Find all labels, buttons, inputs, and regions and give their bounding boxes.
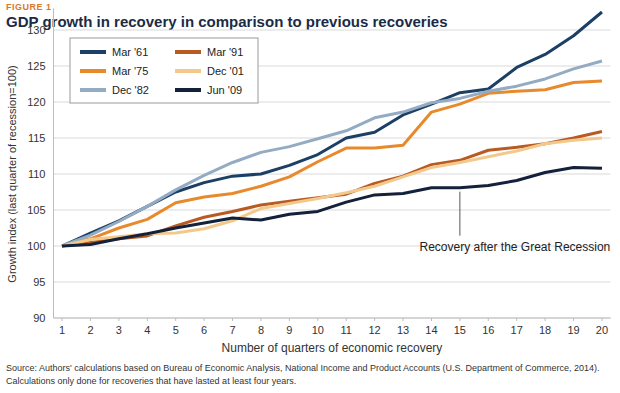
y-tick-label: 115 [28,132,46,144]
x-tick-label: 9 [286,324,292,336]
x-tick-label: 15 [454,324,466,336]
x-tick-label: 4 [144,324,150,336]
x-tick [317,318,318,321]
x-tick-label: 10 [312,324,324,336]
x-tick [232,318,233,321]
x-tick [431,318,432,321]
x-tick-label: 1 [59,324,65,336]
annotation: Recovery after the Great Recession [419,240,610,254]
legend-label: Dec '01 [207,65,244,77]
source-note: Calculations only done for recoveries th… [6,376,296,386]
series-line [62,168,602,246]
x-tick [374,318,375,321]
legend-swatch [175,69,201,73]
x-tick [346,318,347,321]
x-tick [403,318,404,321]
x-axis [54,318,611,319]
x-tick [90,318,91,321]
grid [54,30,611,318]
annotation-line [459,192,460,236]
x-tick-label: 18 [539,324,551,336]
grid-line [54,138,611,139]
x-tick-label: 2 [87,324,93,336]
y-tick-label: 110 [28,168,46,180]
legend-swatch [80,69,106,73]
x-tick [601,318,602,321]
x-tick-label: 13 [397,324,409,336]
lines [62,12,602,246]
y-tick-label: 90 [33,312,45,324]
y-tick-label: 125 [27,60,45,72]
x-tick-label: 17 [511,324,523,336]
series-line [62,132,602,246]
x-tick [175,318,176,321]
x-tick-label: 5 [173,324,179,336]
x-tick [147,318,148,321]
grid-line [54,318,611,319]
y-tick-label: 100 [27,240,45,252]
legend-swatch [175,88,201,92]
x-tick-label: 7 [229,324,235,336]
grid-line [54,30,611,31]
figure-label: FIGURE 1 [6,2,52,12]
x-tick-label: 3 [116,324,122,336]
x-tick-label: 11 [340,324,351,336]
x-tick-label: 8 [258,324,264,336]
legend-label: Mar '75 [112,65,148,77]
y-tick-label: 105 [27,204,45,216]
x-tick-label: 19 [567,324,579,336]
x-tick-label: 14 [425,324,437,336]
x-tick-label: 6 [201,324,207,336]
series-line [62,61,602,246]
legend-label: Jun '09 [207,84,242,96]
series-line [62,12,602,246]
legend-swatch [175,50,201,54]
legend-label: Mar '61 [112,46,148,58]
legend: Mar '61 Mar '75 Dec '82 Mar '91 Dec '01 Jun '… [70,38,258,103]
series-line [62,138,602,246]
y-tick-label: 130 [27,24,45,36]
legend-box [70,38,258,103]
grid-line [54,282,611,283]
y-tick-label: 95 [33,276,45,288]
series-line [62,81,602,246]
y-axis-label: Growth index (last quarter of recession=… [6,65,18,282]
grid-line [54,174,611,175]
source-note: Source: Authors' calculations based on B… [6,363,600,373]
x-tick-label: 20 [596,324,608,336]
y-axis [53,8,54,318]
x-tick [488,318,489,321]
y-tick-label: 120 [27,96,45,108]
x-tick [289,318,290,321]
x-axis-label: Number of quarters of economic recovery [222,341,443,355]
chart: FIGURE 1GDP growth in recovery in compar… [0,0,620,393]
x-tick [204,318,205,321]
x-tick [573,318,574,321]
x-tick-label: 16 [482,324,494,336]
legend-label: Mar '91 [207,46,243,58]
x-tick [516,318,517,321]
x-tick [118,318,119,321]
x-tick [459,318,460,321]
legend-swatch [80,50,106,54]
x-tick [260,318,261,321]
x-tick-label: 12 [369,324,381,336]
x-tick [545,318,546,321]
legend-label: Dec '82 [112,84,149,96]
title: GDP growth in recovery in comparison to … [6,13,448,30]
legend-swatch [80,88,106,92]
x-tick [62,318,63,321]
